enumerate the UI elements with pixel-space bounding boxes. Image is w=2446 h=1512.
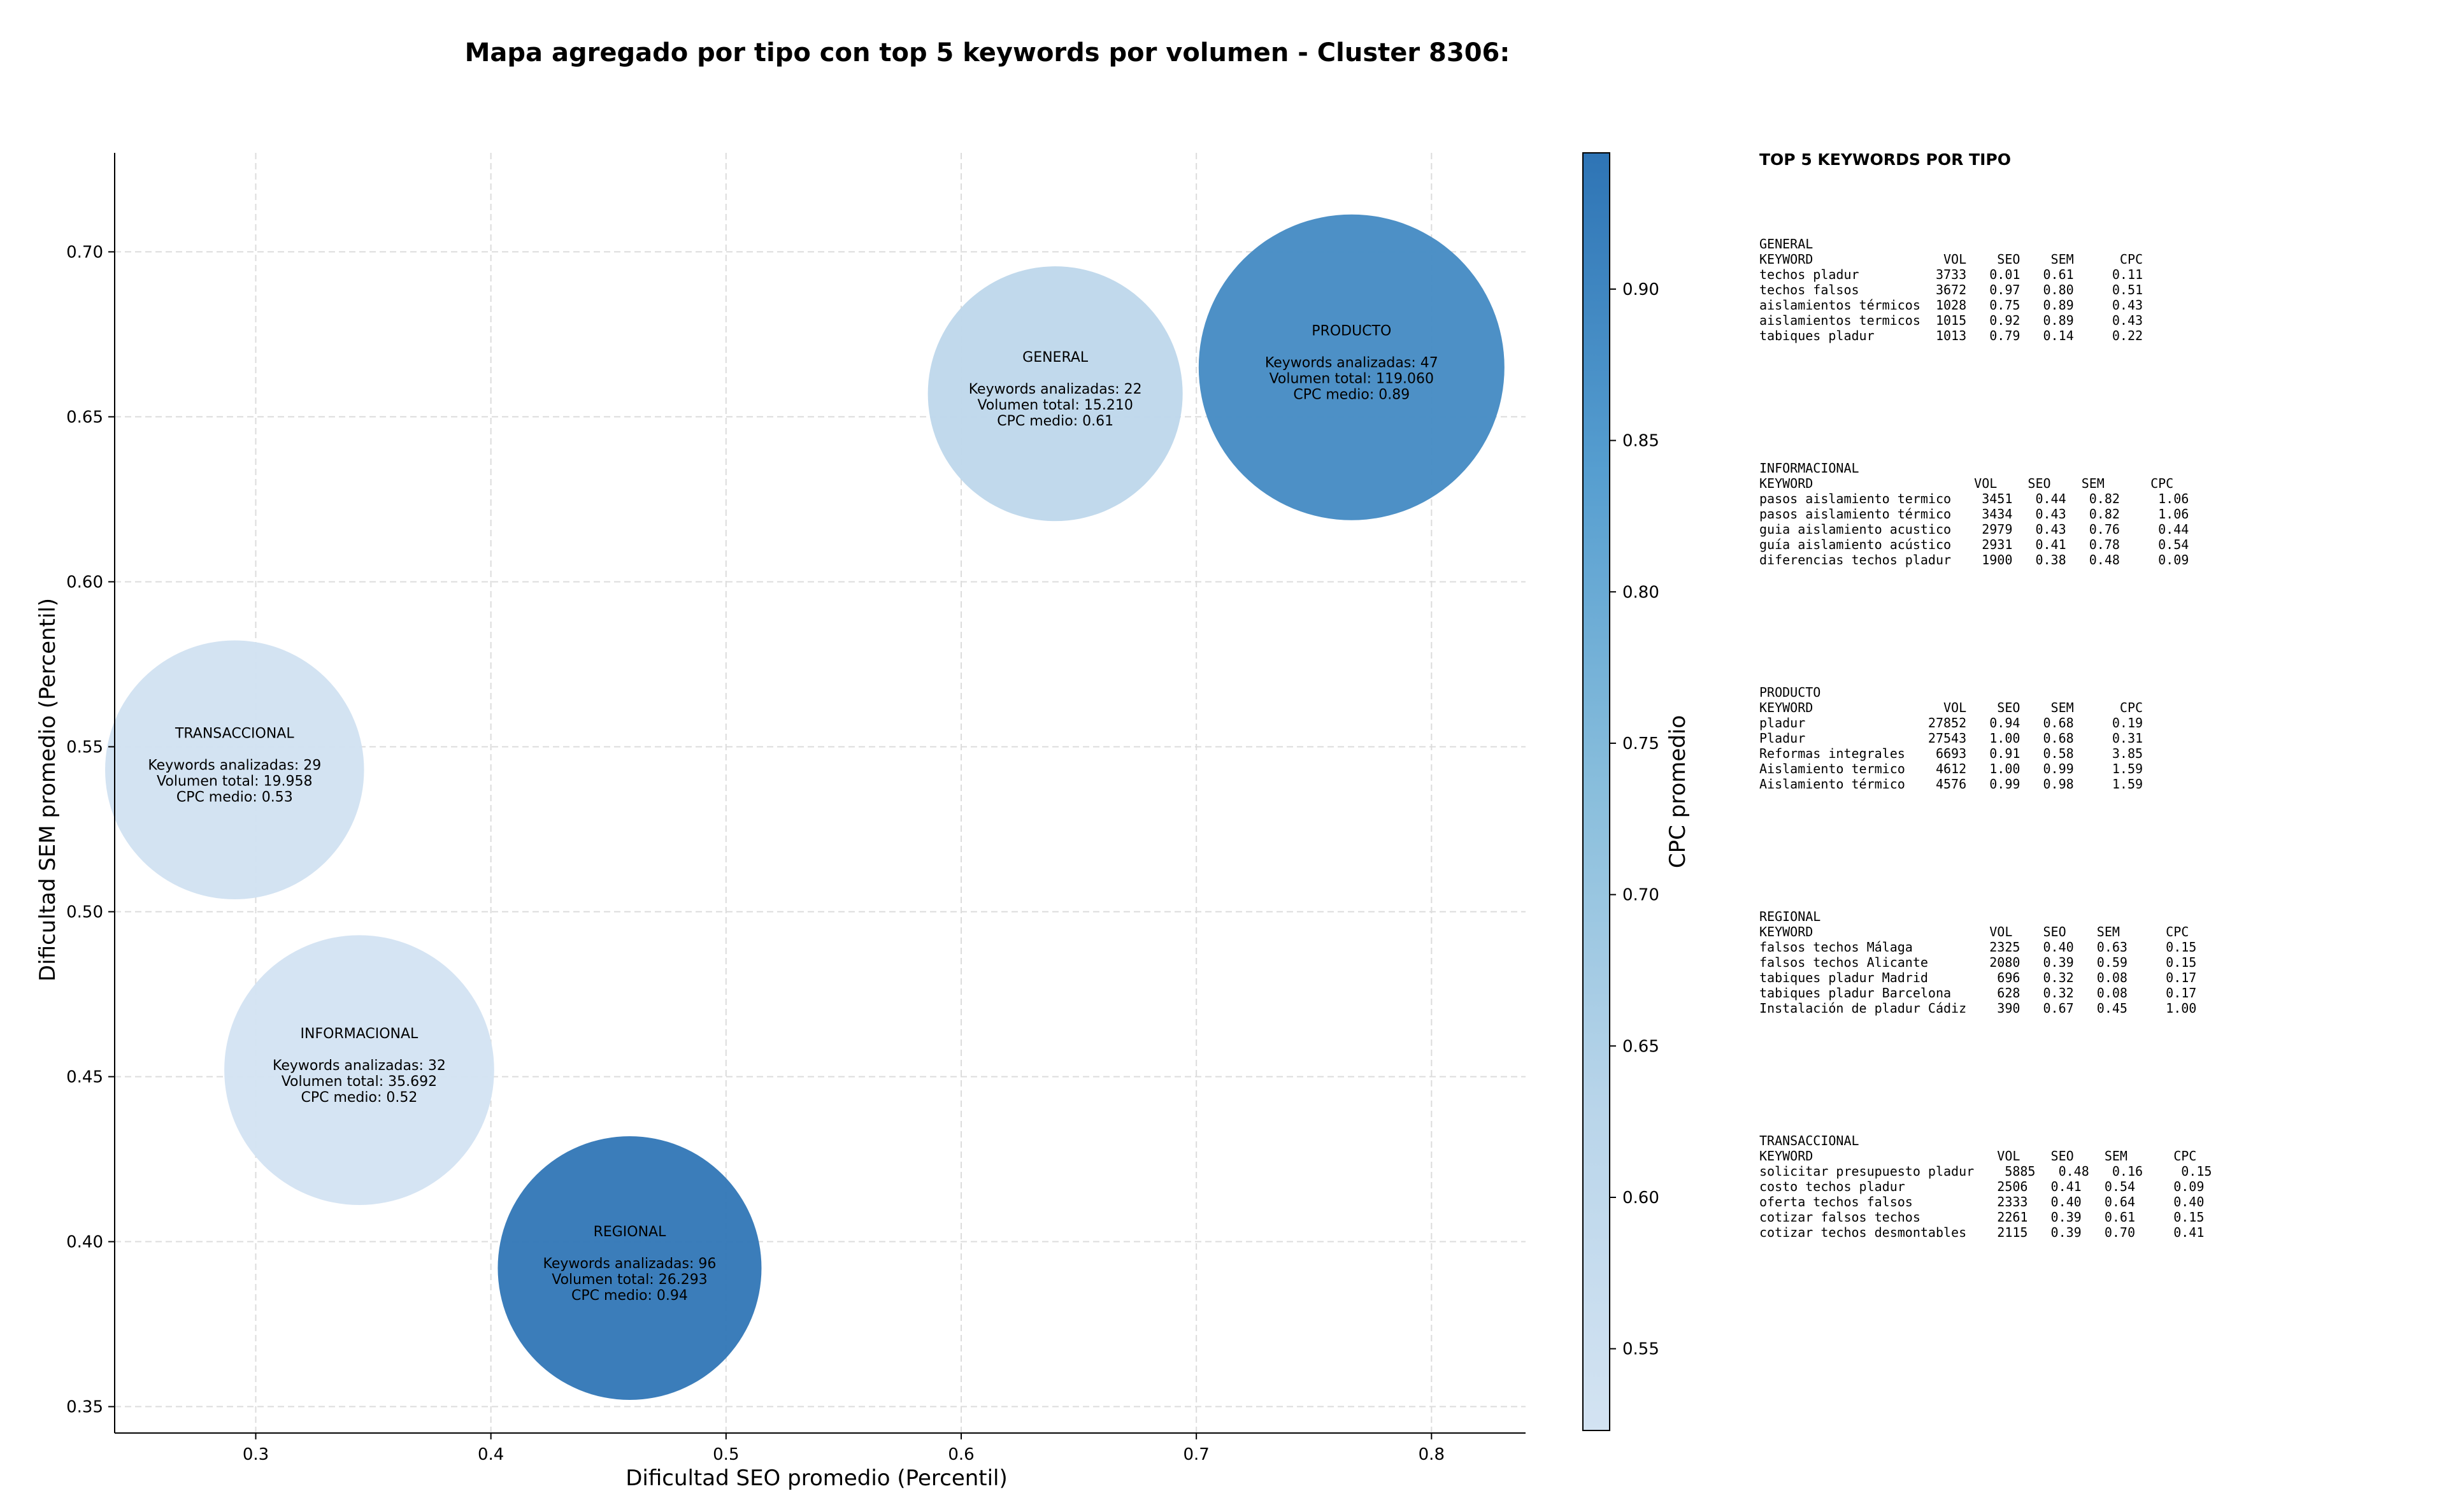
bubble-label: Keywords analizadas: 96 bbox=[543, 1256, 717, 1272]
y-tick-label: 0.55 bbox=[66, 738, 103, 757]
x-tick-label: 0.3 bbox=[243, 1445, 269, 1464]
bubble-label: INFORMACIONAL bbox=[301, 1026, 419, 1042]
colorbar-tick-label: 0.55 bbox=[1622, 1340, 1659, 1359]
x-tick-label: 0.4 bbox=[478, 1445, 504, 1464]
bubble-label: GENERAL bbox=[1022, 350, 1089, 366]
bubble-label: Volumen total: 35.692 bbox=[282, 1074, 437, 1090]
bubble-label: TRANSACCIONAL bbox=[175, 726, 294, 742]
bubble-regional bbox=[497, 1136, 762, 1400]
y-tick-label: 0.45 bbox=[66, 1068, 103, 1087]
bubble-label: Keywords analizadas: 29 bbox=[148, 758, 321, 774]
colorbar-ticks: 0.55 0.60 0.65 0.70 0.75 0.80 0.85 0.90 bbox=[1610, 280, 1659, 1359]
keyword-table: PRODUCTO KEYWORD VOL SEO SEM CPC pladur … bbox=[1759, 685, 2143, 792]
y-tick-label: 0.65 bbox=[66, 408, 103, 427]
top-keywords-panel: TOP 5 KEYWORDS POR TIPO GENERAL KEYWORD … bbox=[1759, 150, 2409, 1357]
bubble-label: Keywords analizadas: 22 bbox=[969, 382, 1142, 397]
bubble-label: CPC medio: 0.52 bbox=[301, 1090, 417, 1106]
keyword-block-producto: PRODUCTO KEYWORD VOL SEO SEM CPC pladur … bbox=[1759, 685, 2409, 909]
x-tick-label: 0.8 bbox=[1419, 1445, 1445, 1464]
y-tick-label: 0.50 bbox=[66, 902, 103, 922]
panel-title: TOP 5 KEYWORDS POR TIPO bbox=[1759, 150, 2011, 169]
colorbar-tick-label: 0.65 bbox=[1622, 1037, 1659, 1056]
bubble-label: Volumen total: 15.210 bbox=[977, 397, 1133, 413]
colorbar bbox=[1582, 152, 1610, 1431]
y-axis-label: Dificultad SEM promedio (Percentil) bbox=[35, 598, 61, 981]
x-axis-label: Dificultad SEO promedio (Percentil) bbox=[626, 1466, 1008, 1491]
keyword-block-general: GENERAL KEYWORD VOL SEO SEM CPC techos p… bbox=[1759, 236, 2409, 460]
keyword-table: TRANSACCIONAL KEYWORD VOL SEO SEM CPC so… bbox=[1759, 1133, 2212, 1240]
keyword-table: REGIONAL KEYWORD VOL SEO SEM CPC falsos … bbox=[1759, 909, 2197, 1016]
axes: 0.3 0.4 0.5 0.6 0.7 0.8 0.35 0.40 0.45 0.50 0.55 0.… bbox=[66, 153, 1526, 1464]
colorbar-tick-label: 0.90 bbox=[1622, 280, 1659, 299]
bubble-transaccional bbox=[105, 640, 364, 899]
keyword-table: INFORMACIONAL KEYWORD VOL SEO SEM CPC pa… bbox=[1759, 460, 2189, 567]
colorbar-tick-label: 0.75 bbox=[1622, 734, 1659, 753]
chart-title: Mapa agregado por tipo con top 5 keyword… bbox=[465, 38, 1510, 68]
keyword-block-informacional: INFORMACIONAL KEYWORD VOL SEO SEM CPC pa… bbox=[1759, 460, 2409, 685]
keyword-block-regional: REGIONAL KEYWORD VOL SEO SEM CPC falsos … bbox=[1759, 909, 2409, 1133]
colorbar-label: CPC promedio bbox=[1665, 715, 1691, 868]
bubble-label: Volumen total: 19.958 bbox=[157, 774, 312, 790]
bubble-producto bbox=[1198, 214, 1505, 520]
colorbar-tick-label: 0.80 bbox=[1622, 583, 1659, 602]
keyword-block-transaccional: TRANSACCIONAL KEYWORD VOL SEO SEM CPC so… bbox=[1759, 1133, 2409, 1357]
bubble-label: REGIONAL bbox=[594, 1224, 667, 1240]
bubble-label: Keywords analizadas: 32 bbox=[273, 1058, 446, 1074]
bubble-label: CPC medio: 0.94 bbox=[571, 1288, 688, 1304]
colorbar-tick-label: 0.60 bbox=[1622, 1188, 1659, 1208]
bubble-general bbox=[927, 266, 1183, 522]
x-tick-label: 0.6 bbox=[948, 1445, 974, 1464]
y-tick-label: 0.40 bbox=[66, 1233, 103, 1252]
y-tick-label: 0.70 bbox=[66, 243, 103, 262]
bubble-label: CPC medio: 0.53 bbox=[176, 790, 293, 806]
y-tick-label: 0.35 bbox=[66, 1398, 103, 1417]
bubble-label: PRODUCTO bbox=[1312, 324, 1391, 339]
colorbar-tick-label: 0.85 bbox=[1622, 432, 1659, 451]
y-tick-label: 0.60 bbox=[66, 573, 103, 592]
bubble-label: Volumen total: 26.293 bbox=[552, 1272, 707, 1288]
bubble-label: Volumen total: 119.060 bbox=[1269, 371, 1434, 387]
x-tick-label: 0.7 bbox=[1183, 1445, 1209, 1464]
bubble-informacional bbox=[224, 935, 494, 1205]
colorbar-tick-label: 0.70 bbox=[1622, 886, 1659, 905]
x-tick-label: 0.5 bbox=[713, 1445, 739, 1464]
keyword-table: GENERAL KEYWORD VOL SEO SEM CPC techos p… bbox=[1759, 236, 2143, 343]
bubble-label: CPC medio: 0.61 bbox=[997, 413, 1113, 429]
bubble-label: CPC medio: 0.89 bbox=[1293, 387, 1410, 403]
bubble-label: Keywords analizadas: 47 bbox=[1265, 355, 1438, 371]
